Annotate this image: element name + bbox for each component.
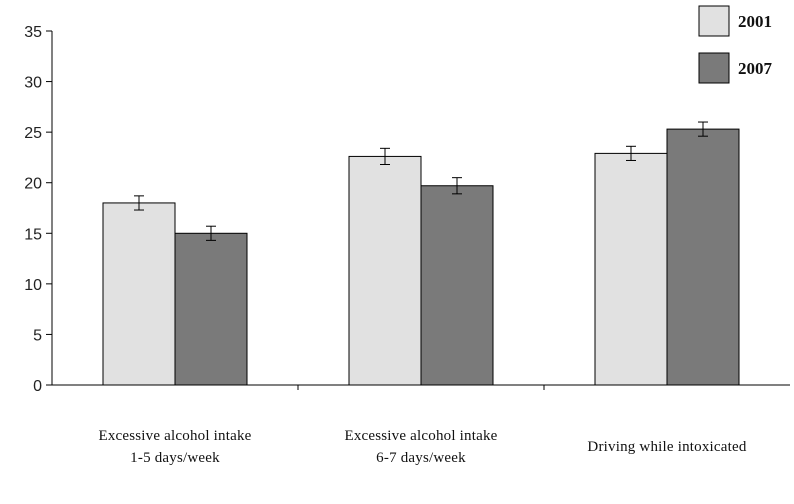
y-tick-label: 5 — [33, 327, 42, 344]
bar-2001-0 — [102, 202, 176, 386]
legend-swatch-2007 — [698, 52, 730, 84]
y-axis: 0 5 10 15 20 25 30 35 — [24, 24, 53, 395]
category-label: 6-7 days/week — [376, 450, 466, 466]
category-labels: Excessive alcohol intake 1-5 days/week Exc… — [98, 428, 746, 466]
y-tick-label: 25 — [24, 125, 42, 142]
y-tick-label: 20 — [24, 176, 42, 193]
category-label: Driving while intoxicated — [587, 439, 746, 455]
x-axis — [52, 384, 790, 390]
legend-label: 2007 — [738, 59, 773, 78]
bar-2001-1 — [348, 155, 422, 386]
bar-2007-0 — [174, 232, 248, 386]
y-tick-label: 10 — [24, 277, 42, 294]
y-tick-label: 15 — [24, 226, 42, 243]
bar-2007-2 — [666, 128, 740, 386]
y-tick-label: 0 — [33, 378, 42, 395]
bars — [102, 128, 740, 386]
legend-swatch-2001 — [698, 5, 730, 37]
category-label: Excessive alcohol intake — [344, 428, 497, 444]
legend-label: 2001 — [738, 12, 772, 31]
category-label: 1-5 days/week — [130, 450, 220, 466]
bar-2001-2 — [594, 152, 668, 386]
error-bars — [134, 121, 708, 241]
legend: 2001 2007 — [698, 5, 773, 84]
y-tick-label: 35 — [24, 24, 42, 41]
y-tick-label: 30 — [24, 75, 42, 92]
bar-2007-1 — [420, 185, 494, 386]
category-label: Excessive alcohol intake — [98, 428, 251, 444]
